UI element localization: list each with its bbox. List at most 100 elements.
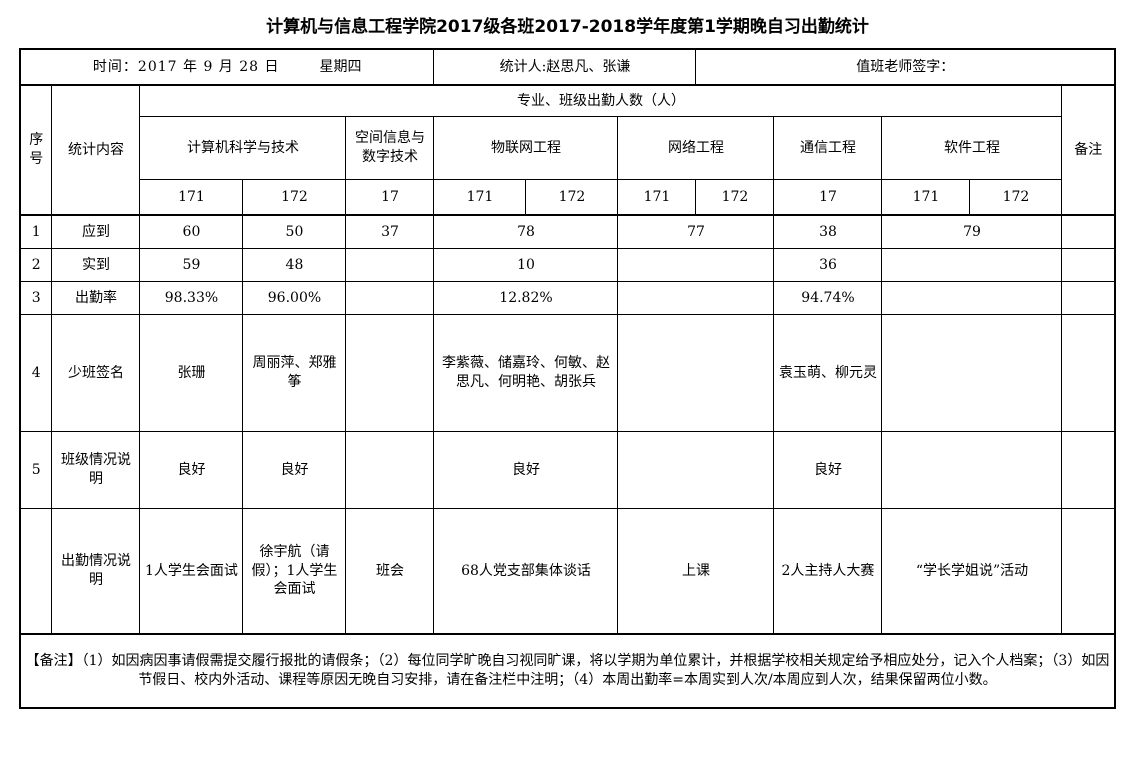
row1-sw: 79 [881, 214, 1063, 249]
row5-gis17 [345, 431, 435, 509]
footer-note-row: 【备注】（1）如因病因事请假需提交履行报批的请假条；（2）每位同学旷晚自习视同旷… [18, 633, 1117, 709]
group-title-row: 序号 统计内容 专业、班级出勤人数（人） 备注 [18, 84, 1117, 216]
table-row: 5 班级情况说明 良好 良好 良好 良好 [18, 431, 1117, 509]
major-names-row: 计算机科学与技术 空间信息与数字技术 物联网工程 网络工程 通信工程 软件工程 [20, 116, 1115, 180]
row6-index [18, 508, 53, 635]
row5-cs172: 良好 [242, 431, 347, 509]
header-remark: 备注 [1061, 84, 1117, 216]
table-row: 1 应到 60 50 37 78 77 38 79 [18, 214, 1117, 249]
row3-cs171: 98.33% [139, 281, 244, 315]
class-sw-171: 171 [881, 179, 971, 216]
row1-remark [1061, 214, 1117, 249]
row2-gis17 [345, 248, 435, 282]
row5-sw [881, 431, 1063, 509]
row2-sw [881, 248, 1063, 282]
row3-remark [1061, 281, 1117, 315]
row6-comm17: 2人主持人大赛 [773, 508, 883, 635]
row3-cs172: 96.00% [242, 281, 347, 315]
row1-iot: 78 [433, 214, 619, 249]
header-index: 序号 [18, 84, 53, 216]
major-iot: 物联网工程 [433, 116, 619, 180]
major-gis: 空间信息与数字技术 [345, 116, 435, 180]
row3-comm17: 94.74% [773, 281, 883, 315]
row4-net [617, 314, 775, 432]
page-title: 计算机与信息工程学院2017级各班2017-2018学年度第1学期晚自习出勤统计 [266, 17, 869, 37]
row1-gis17: 37 [345, 214, 435, 249]
date-text: 时间：2017 年 9 月 28 日 [92, 58, 280, 75]
row5-net [617, 431, 775, 509]
row4-gis17 [345, 314, 435, 432]
class-iot-171: 171 [433, 179, 527, 216]
row1-cs171: 60 [139, 214, 244, 249]
table-row: 2 实到 59 48 10 36 [18, 248, 1117, 282]
row5-topic: 班级情况说明 [51, 431, 141, 509]
row5-iot: 良好 [433, 431, 619, 509]
row6-cs172: 徐宇航（请假）；1人学生会面试 [242, 508, 347, 635]
weekday-text: 星期四 [319, 58, 362, 75]
row5-comm17: 良好 [773, 431, 883, 509]
footer-note: 【备注】（1）如因病因事请假需提交履行报批的请假条；（2）每位同学旷晚自习视同旷… [18, 633, 1117, 709]
row3-gis17 [345, 281, 435, 315]
class-sw-172: 172 [969, 179, 1063, 216]
row3-topic: 出勤率 [51, 281, 141, 315]
row6-remark [1061, 508, 1117, 635]
row1-net: 77 [617, 214, 775, 249]
row3-sw [881, 281, 1063, 315]
row4-sw [881, 314, 1063, 432]
row2-net [617, 248, 775, 282]
class-cs-172: 172 [242, 179, 347, 216]
header-topic: 统计内容 [51, 84, 141, 216]
row4-cs172: 周丽萍、郑雅筝 [242, 314, 347, 432]
row4-topic: 少班签名 [51, 314, 141, 432]
class-net-171: 171 [617, 179, 697, 216]
table-row: 出勤情况说明 1人学生会面试 徐宇航（请假）；1人学生会面试 班会 68人党支部… [18, 508, 1117, 635]
row1-index: 1 [18, 214, 53, 249]
row6-iot: 68人党支部集体谈话 [433, 508, 619, 635]
class-gis-17: 17 [345, 179, 435, 216]
row2-cs171: 59 [139, 248, 244, 282]
row6-topic: 出勤情况说明 [51, 508, 141, 635]
row1-cs172: 50 [242, 214, 347, 249]
table-row: 3 出勤率 98.33% 96.00% 12.82% 94.74% [18, 281, 1117, 315]
row1-comm17: 38 [773, 214, 883, 249]
row2-comm17: 36 [773, 248, 883, 282]
row6-cs171: 1人学生会面试 [139, 508, 244, 635]
row2-topic: 实到 [51, 248, 141, 282]
major-cs: 计算机科学与技术 [139, 116, 347, 180]
major-comm: 通信工程 [773, 116, 883, 180]
row2-remark [1061, 248, 1117, 282]
header-group-title: 专业、班级出勤人数（人） [139, 84, 1063, 117]
row2-iot: 10 [433, 248, 619, 282]
row1-topic: 应到 [51, 214, 141, 249]
row5-remark [1061, 431, 1117, 509]
row4-remark [1061, 314, 1117, 432]
row4-index: 4 [18, 314, 53, 432]
date-cell: 时间：2017 年 9 月 28 日 星期四 [18, 48, 435, 86]
teacher-signature-cell: 值班老师签字： [695, 48, 1117, 86]
class-comm-17: 17 [773, 179, 883, 216]
row5-index: 5 [18, 431, 53, 509]
class-net-172: 172 [695, 179, 775, 216]
row4-cs171: 张珊 [139, 314, 244, 432]
row6-net: 上课 [617, 508, 775, 635]
row3-net [617, 281, 775, 315]
row6-gis17: 班会 [345, 508, 435, 635]
table-row: 4 少班签名 张珊 周丽萍、郑雅筝 李紫薇、储嘉玲、何敏、赵思凡、何明艳、胡张兵… [18, 314, 1117, 432]
attendance-table: 时间：2017 年 9 月 28 日 星期四 统计人:赵思凡、张谦 值班老师签字：… [18, 48, 1117, 709]
major-net: 网络工程 [617, 116, 775, 180]
row3-index: 3 [18, 281, 53, 315]
row2-index: 2 [18, 248, 53, 282]
info-row: 时间：2017 年 9 月 28 日 星期四 统计人:赵思凡、张谦 值班老师签字： [18, 48, 1117, 86]
class-number-row: 171 172 17 171 172 171 172 17 171 172 [20, 179, 1115, 216]
row3-iot: 12.82% [433, 281, 619, 315]
row6-sw: “学长学姐说”活动 [881, 508, 1063, 635]
class-cs-171: 171 [139, 179, 244, 216]
row4-iot: 李紫薇、储嘉玲、何敏、赵思凡、何明艳、胡张兵 [433, 314, 619, 432]
row4-comm17: 袁玉萌、柳元灵 [773, 314, 883, 432]
statistician-cell: 统计人:赵思凡、张谦 [433, 48, 697, 86]
class-iot-172: 172 [525, 179, 619, 216]
major-sw: 软件工程 [881, 116, 1063, 180]
row5-cs171: 良好 [139, 431, 244, 509]
row2-cs172: 48 [242, 248, 347, 282]
